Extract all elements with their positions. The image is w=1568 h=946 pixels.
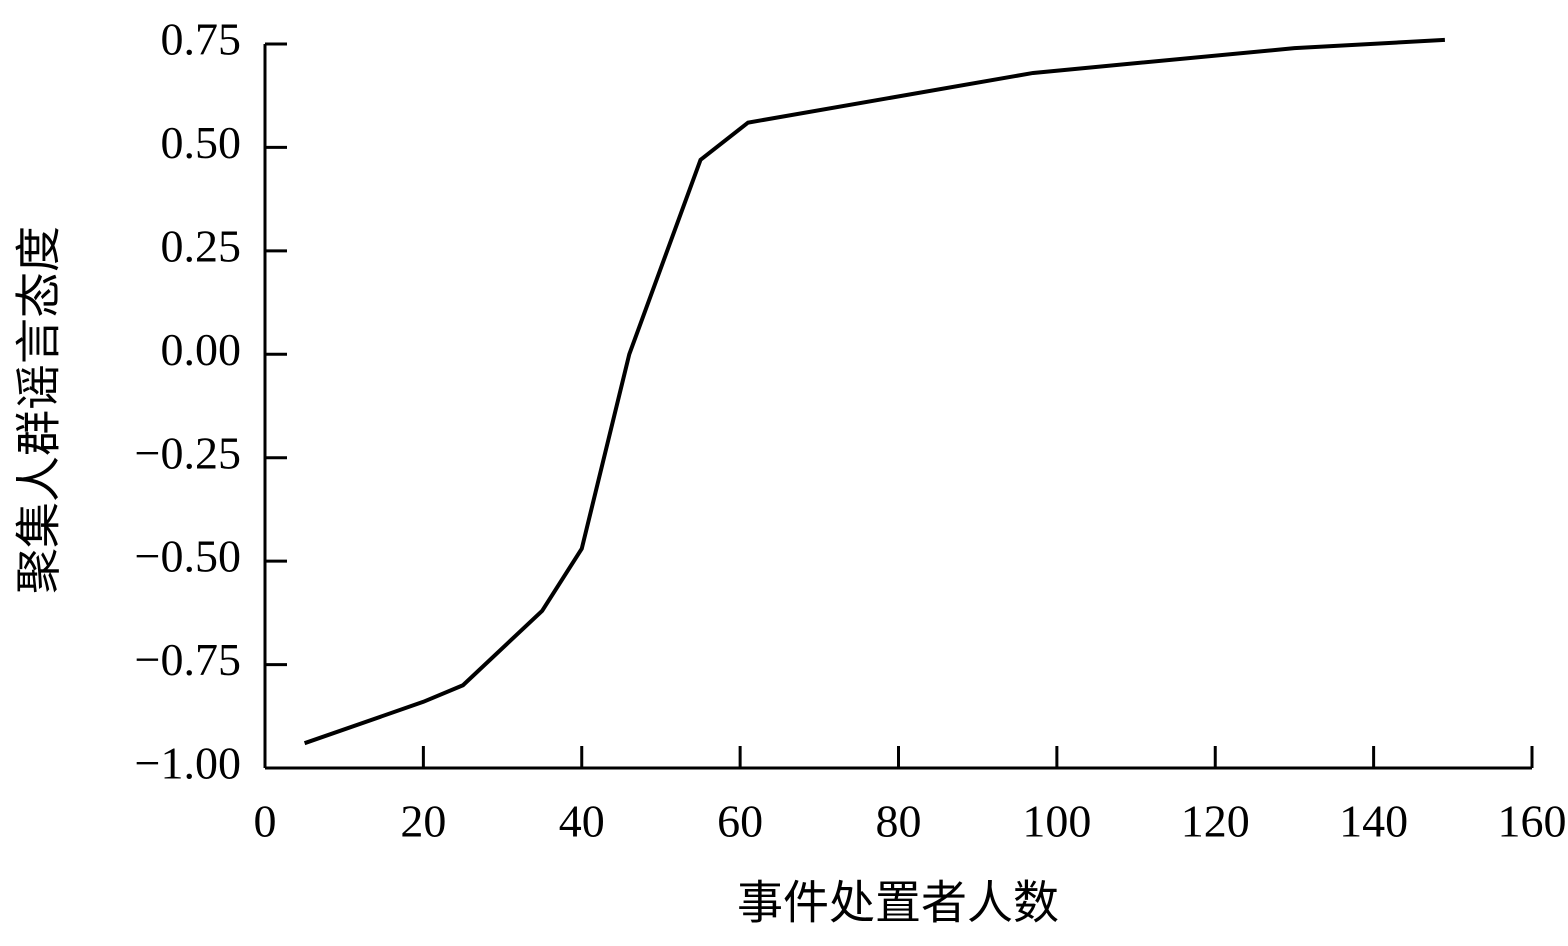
y-tick-label: 0.50 bbox=[161, 117, 242, 168]
y-axis-label: 聚集人群谣言态度 bbox=[14, 226, 65, 594]
x-tick-label: 120 bbox=[1181, 796, 1250, 847]
y-tick-label: 0.25 bbox=[161, 220, 242, 271]
y-tick-label: −0.75 bbox=[135, 634, 241, 685]
x-tick-label: 20 bbox=[400, 796, 446, 847]
x-tick-label: 40 bbox=[559, 796, 605, 847]
y-tick-label: −1.00 bbox=[135, 738, 241, 789]
x-tick-label: 0 bbox=[254, 796, 277, 847]
x-tick-label: 80 bbox=[876, 796, 922, 847]
x-tick-label: 100 bbox=[1022, 796, 1091, 847]
y-tick-label: −0.50 bbox=[135, 531, 241, 582]
x-axis-label: 事件处置者人数 bbox=[737, 878, 1059, 929]
y-tick-label: −0.25 bbox=[135, 427, 241, 478]
line bbox=[303, 37, 1445, 746]
x-tick-label: 160 bbox=[1498, 796, 1567, 847]
x-tick-label: 60 bbox=[717, 796, 763, 847]
y-tick-label: 0.75 bbox=[161, 14, 242, 65]
x-tick-label: 140 bbox=[1339, 796, 1408, 847]
y-tick-label: 0.00 bbox=[161, 324, 242, 375]
